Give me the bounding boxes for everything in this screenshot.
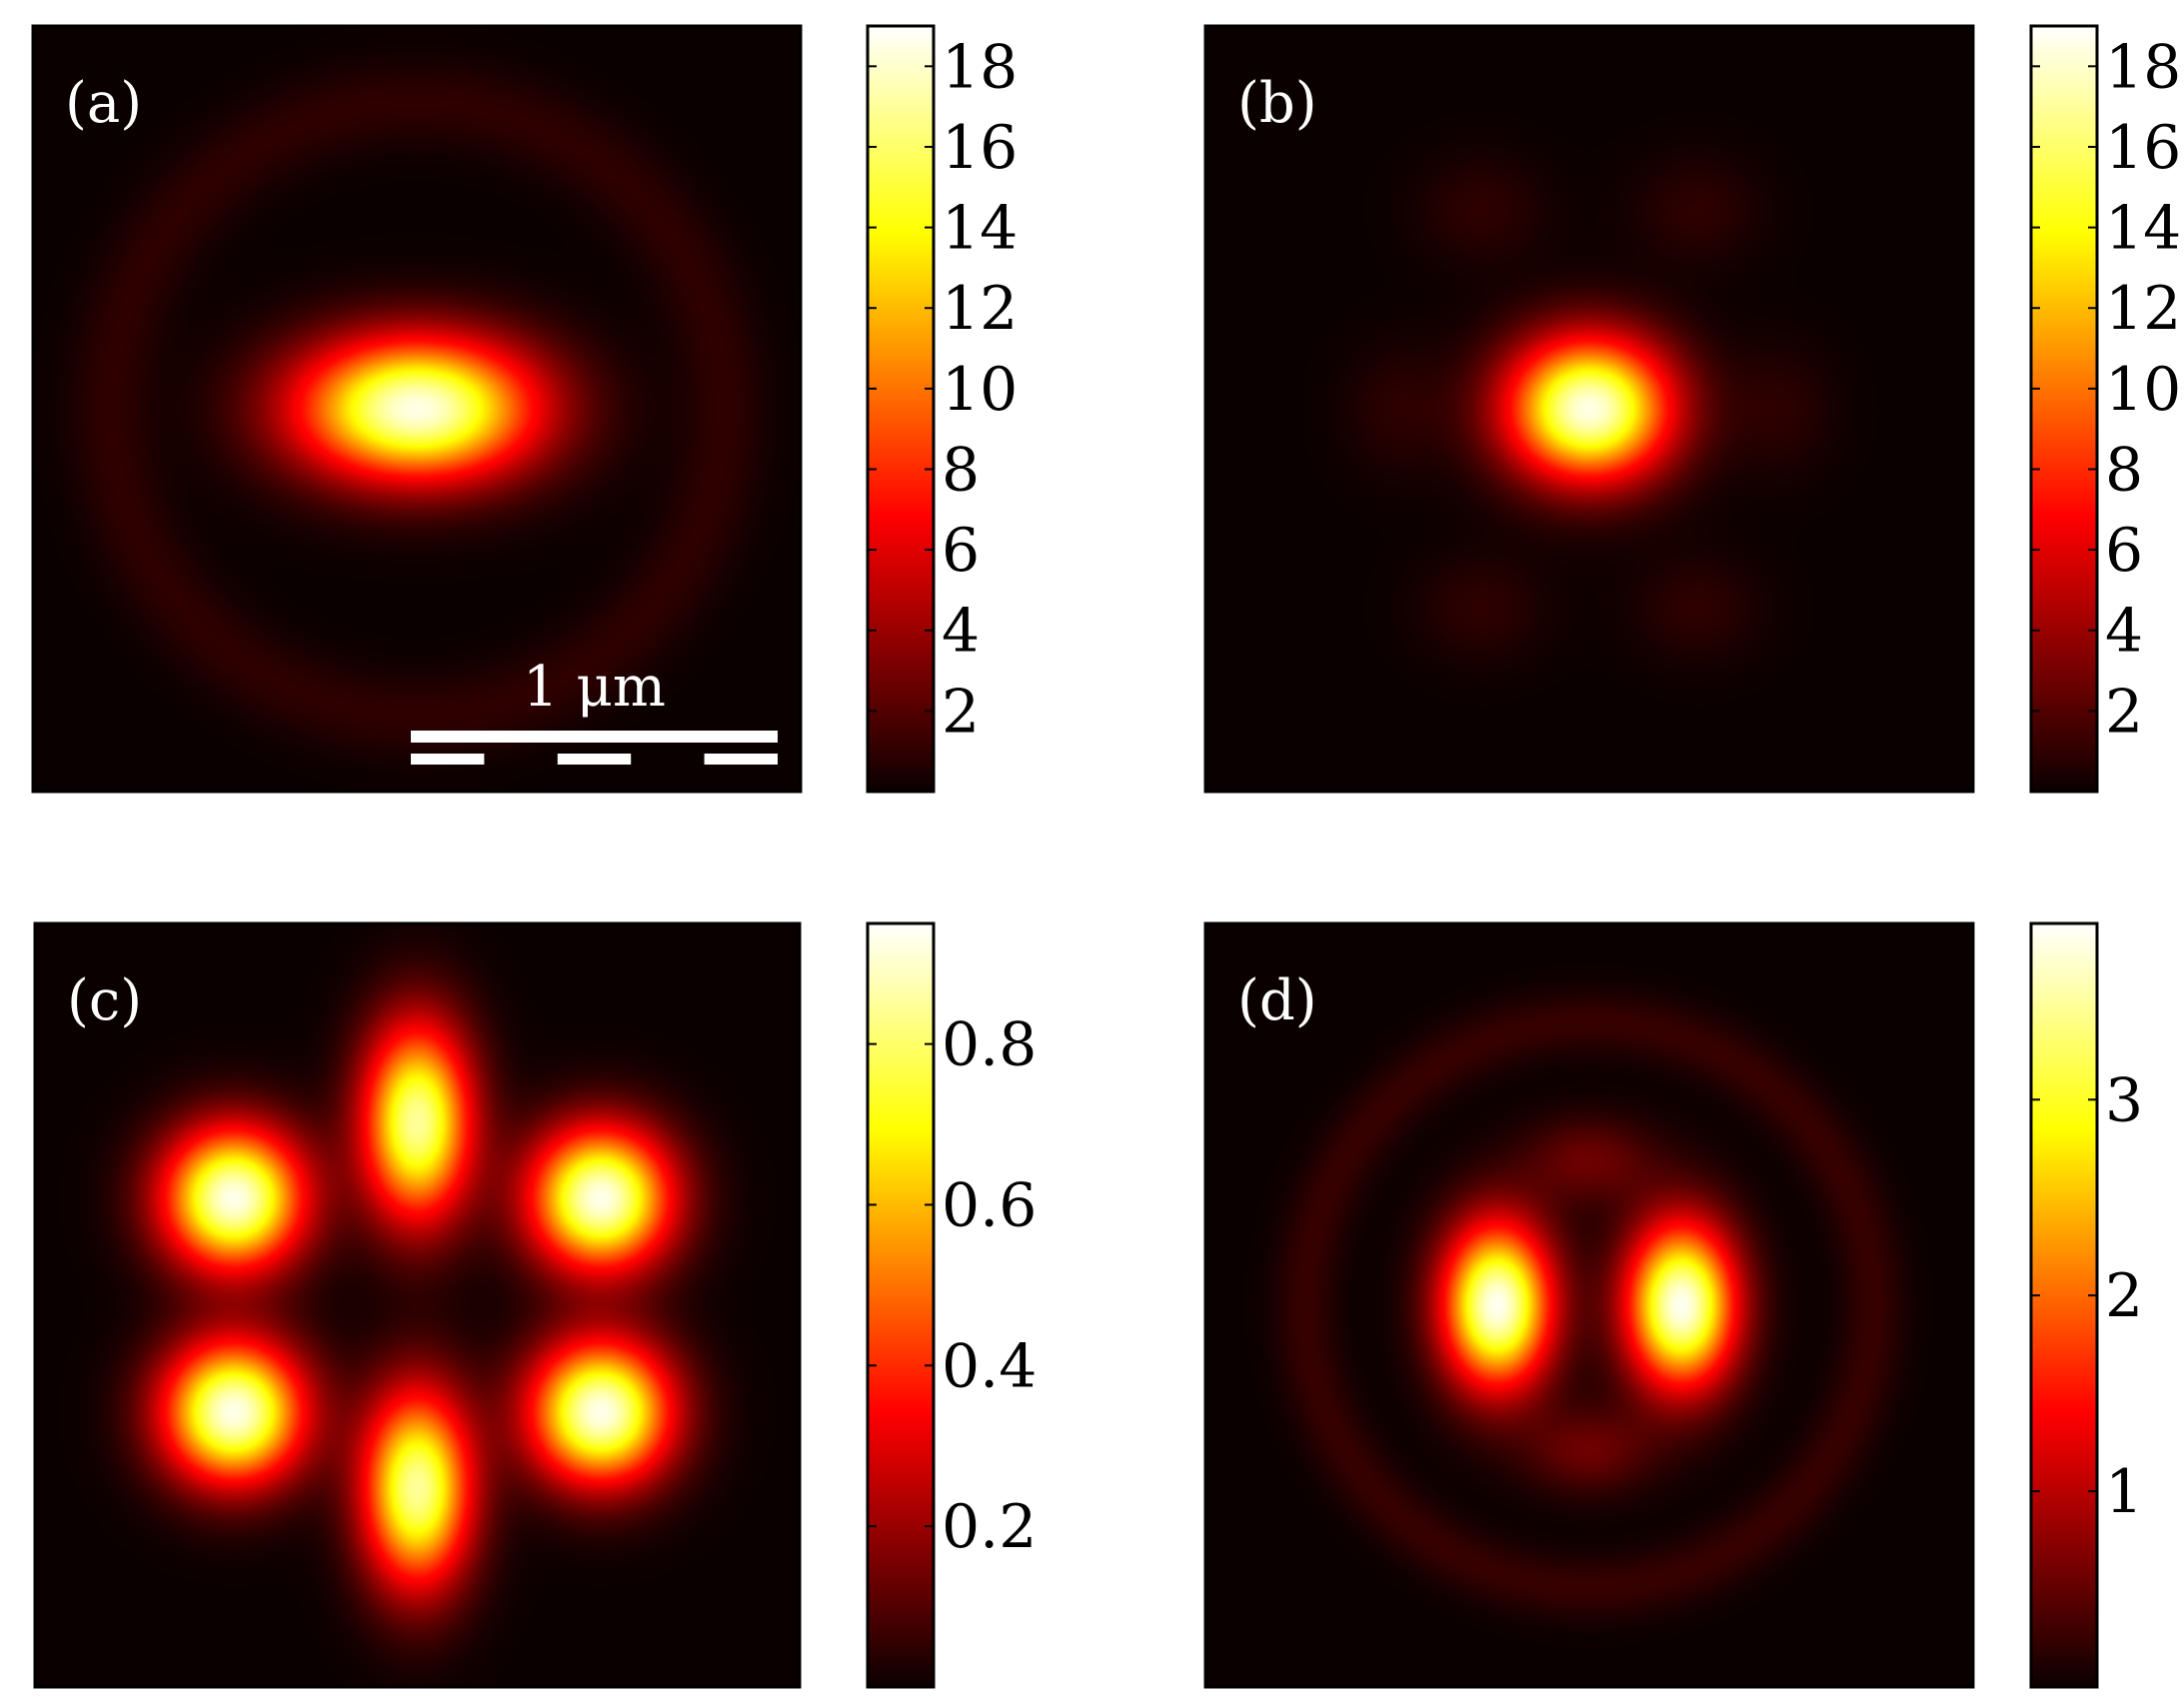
- scale-bar-segment: [557, 754, 632, 765]
- colorbar-tick-label: 0.6: [942, 1170, 1037, 1240]
- colorbar-tick-label: 8: [2105, 435, 2143, 505]
- colorbar-tick-label: 4: [2105, 597, 2143, 667]
- panel-d: (d) 1 2 3: [1203, 921, 2143, 1689]
- panel-b: (b) 2 4 6 8 10 12 14 16 18: [1203, 24, 2181, 794]
- colorbar-gradient: [868, 923, 934, 1687]
- colorbar-tick-label: 16: [2105, 113, 2181, 183]
- colorbar-tick-label: 0.2: [942, 1492, 1037, 1562]
- colorbar-tick-label: 16: [942, 113, 1018, 183]
- colorbar-frame: [2029, 921, 2099, 1689]
- heatmap-frame: [31, 24, 803, 794]
- colorbar-frame: [866, 921, 936, 1689]
- colorbar-frame: [866, 24, 936, 794]
- colorbar-tick-label: 14: [942, 194, 1018, 264]
- heatmap-frame: [33, 921, 802, 1689]
- colorbar-tick-label: 18: [2105, 32, 2181, 102]
- colorbar-tick-label: 2: [942, 677, 980, 747]
- colorbar: 2 4 6 8 10 12 14 16 18: [2029, 24, 2181, 794]
- colorbar-tick-label: 1: [2105, 1457, 2143, 1527]
- colorbar-tick-label: 10: [2105, 355, 2181, 425]
- colorbar-tick-label: 12: [2105, 274, 2181, 344]
- scale-bar-segment: [704, 754, 778, 765]
- colorbar-tick-label: 8: [942, 435, 980, 505]
- colorbar-tick-label: 14: [2105, 194, 2181, 264]
- colorbar-tick-label: 10: [942, 355, 1018, 425]
- panel-label: (a): [65, 71, 142, 136]
- colorbar-gradient: [868, 26, 934, 792]
- heatmap-image: [33, 26, 801, 792]
- colorbar-gradient: [2031, 923, 2097, 1687]
- scale-bar: 1 μm: [411, 655, 778, 765]
- scale-bar-label: 1 μm: [523, 655, 666, 720]
- panel-label: (c): [67, 968, 142, 1033]
- colorbar-tick-label: 2: [2105, 1261, 2143, 1331]
- panel-a: (a) 1 μm 2 4 6 8 10 12 14 16 18: [31, 24, 1018, 794]
- heatmap-frame: [1203, 24, 1975, 794]
- colorbar: 0.2 0.4 0.6 0.8: [866, 921, 1037, 1689]
- colorbar: 2 4 6 8 10 12 14 16 18: [866, 24, 1018, 794]
- colorbar-tick-label: 3: [2105, 1065, 2143, 1135]
- colorbar-tick-label: 12: [942, 274, 1018, 344]
- colorbar-tick-label: 2: [2105, 677, 2143, 747]
- colorbar-tick-label: 4: [942, 597, 980, 667]
- panel-label: (d): [1237, 968, 1317, 1033]
- colorbar-tick-label: 6: [942, 516, 980, 586]
- panel-label: (b): [1237, 71, 1317, 136]
- colorbar-tick-label: 6: [2105, 516, 2143, 586]
- scale-bar-segment: [411, 754, 485, 765]
- scale-bar-line: [411, 731, 778, 743]
- colorbar-gradient: [2031, 26, 2097, 792]
- heatmap-image: [1205, 26, 1973, 792]
- colorbar-frame: [2029, 24, 2099, 794]
- colorbar-tick-label: 0.4: [942, 1331, 1037, 1401]
- heatmap-image: [1205, 923, 1973, 1687]
- colorbar-tick-label: 0.8: [942, 1010, 1037, 1080]
- heatmap-image: [35, 923, 800, 1687]
- colorbar-tick-label: 18: [942, 32, 1018, 102]
- heatmap-frame: [1203, 921, 1975, 1689]
- colorbar: 1 2 3: [2029, 921, 2143, 1689]
- panel-c: (c) 0.2 0.4 0.6 0.8: [33, 921, 1037, 1689]
